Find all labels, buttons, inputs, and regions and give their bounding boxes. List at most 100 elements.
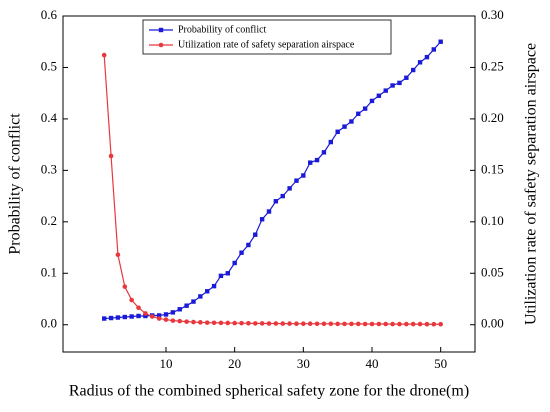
legend-label: Utilization rate of safety separation ai… [178, 39, 355, 50]
series-line [103, 55, 441, 325]
data-point [410, 321, 416, 327]
data-point [225, 271, 230, 276]
series-line [104, 41, 442, 320]
data-point [246, 320, 251, 326]
y-tick-label: 0.3 [41, 161, 57, 176]
data-point [218, 273, 224, 279]
data-point [376, 321, 382, 327]
data-point [163, 312, 169, 317]
data-point [438, 321, 443, 327]
legend-marker [158, 42, 164, 48]
data-point [287, 321, 292, 326]
y2-tick-label: 0.10 [481, 213, 504, 228]
plot-frame [62, 15, 476, 353]
data-point [376, 93, 382, 98]
y-tick-label: 0.4 [41, 110, 58, 125]
data-point [349, 321, 354, 327]
data-point [294, 321, 299, 326]
data-point [383, 321, 389, 327]
legend-marker [158, 27, 164, 33]
data-point [356, 111, 361, 116]
data-point [115, 252, 121, 258]
data-point [369, 321, 375, 327]
data-point [321, 150, 327, 155]
data-point [266, 321, 272, 326]
legend-box [142, 19, 392, 55]
data-point [129, 314, 134, 319]
data-point [149, 314, 155, 319]
data-point [342, 124, 347, 129]
data-point [383, 88, 388, 93]
data-point [280, 321, 286, 326]
data-point [349, 119, 354, 124]
data-point [198, 320, 203, 325]
data-point [163, 317, 169, 322]
data-point [232, 260, 237, 266]
data-point [424, 321, 430, 327]
y2-tick-label: 0.20 [481, 110, 504, 125]
data-point [239, 250, 244, 255]
y2-tick-label: 0.00 [481, 316, 504, 331]
data-point [287, 186, 292, 191]
y-tick-label: 0.2 [41, 213, 57, 228]
data-point [191, 299, 196, 304]
data-point [170, 318, 176, 323]
x-tick-label: 20 [228, 356, 241, 371]
data-point [191, 319, 196, 325]
data-point [328, 321, 334, 327]
data-point [362, 106, 368, 111]
data-point [252, 321, 258, 326]
y-tick-label: 0.6 [41, 7, 58, 22]
data-point [108, 153, 114, 159]
data-point [184, 319, 189, 324]
x-tick-label: 10 [160, 356, 173, 371]
y2-axis-label: Utilization rate of safety separation ai… [523, 43, 540, 325]
legend-label: Probability of conflict [178, 24, 267, 35]
data-point [390, 83, 395, 88]
data-point [218, 320, 224, 326]
data-point [417, 321, 423, 327]
x-tick-label: 40 [366, 356, 379, 371]
x-tick-label: 30 [297, 356, 310, 371]
data-point [239, 320, 244, 326]
y-tick-label: 0.5 [41, 58, 57, 73]
y-tick-label: 0.0 [41, 316, 57, 331]
y2-tick-label: 0.30 [481, 7, 504, 22]
data-point [136, 313, 141, 319]
data-point [204, 320, 210, 325]
data-point [122, 284, 128, 289]
data-point [177, 307, 182, 312]
data-point [294, 178, 299, 183]
data-point [390, 321, 395, 327]
data-point [273, 199, 279, 204]
data-point [122, 314, 127, 320]
data-point [328, 139, 333, 145]
data-point [431, 321, 437, 327]
data-point [397, 80, 402, 86]
data-point [225, 320, 231, 326]
data-point [129, 297, 134, 303]
x-axis-label: Radius of the combined spherical safety … [69, 383, 469, 400]
data-point [404, 321, 409, 327]
data-point [424, 54, 430, 60]
data-point [198, 294, 203, 299]
data-point [404, 75, 409, 80]
data-point [115, 315, 121, 320]
data-point [102, 316, 107, 321]
data-point [335, 321, 340, 327]
y-axis-label: Probability of conflict [7, 113, 24, 255]
data-point [211, 283, 217, 289]
data-point [417, 60, 423, 65]
y2-tick-label: 0.05 [481, 264, 504, 279]
data-point [143, 313, 148, 319]
y-tick-label: 0.1 [41, 264, 57, 279]
data-point [108, 315, 114, 321]
data-point [259, 321, 265, 326]
y2-tick-label: 0.25 [481, 58, 504, 73]
data-point [369, 98, 375, 104]
y2-tick-label: 0.15 [481, 161, 504, 176]
data-point [355, 321, 361, 327]
data-point [321, 321, 327, 327]
data-point [308, 160, 313, 165]
